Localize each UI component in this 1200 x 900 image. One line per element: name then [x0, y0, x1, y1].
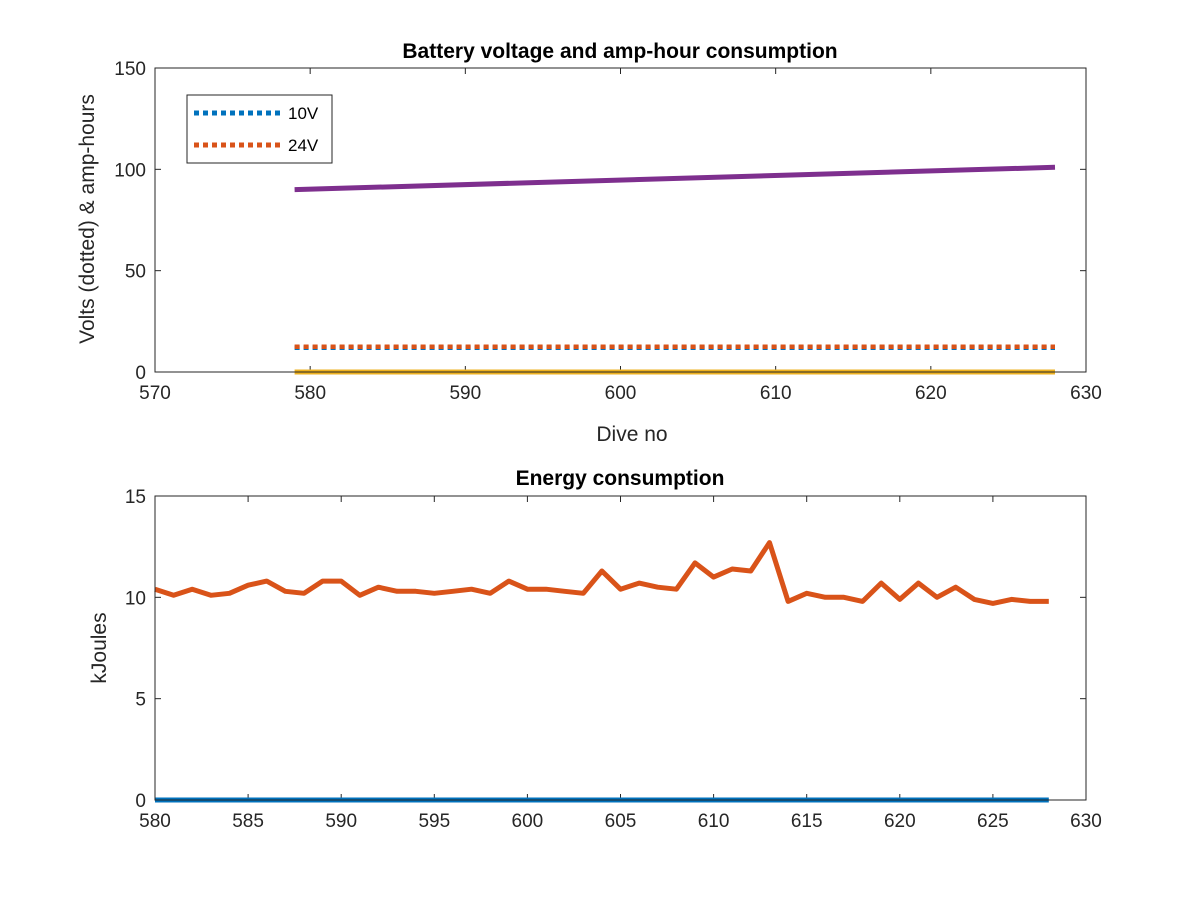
top-y-tick-label: 50	[125, 262, 146, 283]
top-x-tick-label: 600	[605, 383, 637, 404]
top-y-tick-label: 0	[135, 363, 146, 384]
top-axes-box	[154, 67, 1087, 373]
bottom-x-tick-label: 630	[1070, 811, 1102, 832]
legend: 10V 24V	[186, 94, 333, 164]
bottom-y-tick-label: 0	[135, 791, 146, 812]
top-y-axis-label: Volts (dotted) & amp-hours	[76, 94, 99, 344]
bottom-x-tick-label: 625	[977, 811, 1009, 832]
bottom-x-tick-label: 590	[325, 811, 357, 832]
bottom-y-tick-label: 15	[125, 487, 146, 508]
top-y-tick-label: 150	[114, 59, 146, 80]
bottom-x-tick-label: 580	[139, 811, 171, 832]
bottom-x-tick-label: 620	[884, 811, 916, 832]
top-y-tick-label: 100	[114, 160, 146, 181]
bottom-ticks: 580 585 590 595 600 605 610 615 620 625 630 0 5 10 15	[125, 487, 1102, 832]
bottom-series-line-1	[154, 540, 1049, 606]
bottom-x-tick-label: 595	[418, 811, 450, 832]
legend-label-10v: 10V	[288, 104, 319, 123]
top-ticks: 570 580 590 600 610 620 630 0 50 100 150	[114, 59, 1102, 404]
top-axes: Battery voltage and amp-hour consumption…	[76, 40, 1102, 446]
top-x-tick-label: 580	[294, 383, 326, 404]
bottom-x-tick-label: 600	[512, 811, 544, 832]
bottom-axes-box	[154, 495, 1087, 801]
top-series-layer	[294, 164, 1056, 375]
top-x-axis-label: Dive no	[596, 423, 667, 446]
bottom-y-tick-label: 5	[135, 690, 146, 711]
top-x-tick-label: 570	[139, 383, 171, 404]
top-x-tick-label: 630	[1070, 383, 1102, 404]
top-x-tick-label: 590	[449, 383, 481, 404]
top-chart-title: Battery voltage and amp-hour consumption	[402, 40, 837, 63]
bottom-series-layer	[154, 540, 1049, 803]
bottom-chart-title: Energy consumption	[516, 467, 725, 490]
top-x-tick-label: 610	[760, 383, 792, 404]
top-series-line-3	[294, 164, 1056, 193]
bottom-x-tick-label: 615	[791, 811, 823, 832]
bottom-y-axis-label: kJoules	[88, 612, 111, 683]
bottom-x-tick-label: 610	[698, 811, 730, 832]
bottom-x-tick-label: 585	[232, 811, 264, 832]
bottom-x-tick-label: 605	[605, 811, 637, 832]
bottom-y-tick-label: 10	[125, 588, 146, 609]
legend-box	[186, 94, 333, 164]
top-x-tick-label: 620	[915, 383, 947, 404]
bottom-axes: Energy consumption kJoules 580 585 590 595 6…	[88, 467, 1102, 832]
legend-label-24v: 24V	[288, 136, 319, 155]
